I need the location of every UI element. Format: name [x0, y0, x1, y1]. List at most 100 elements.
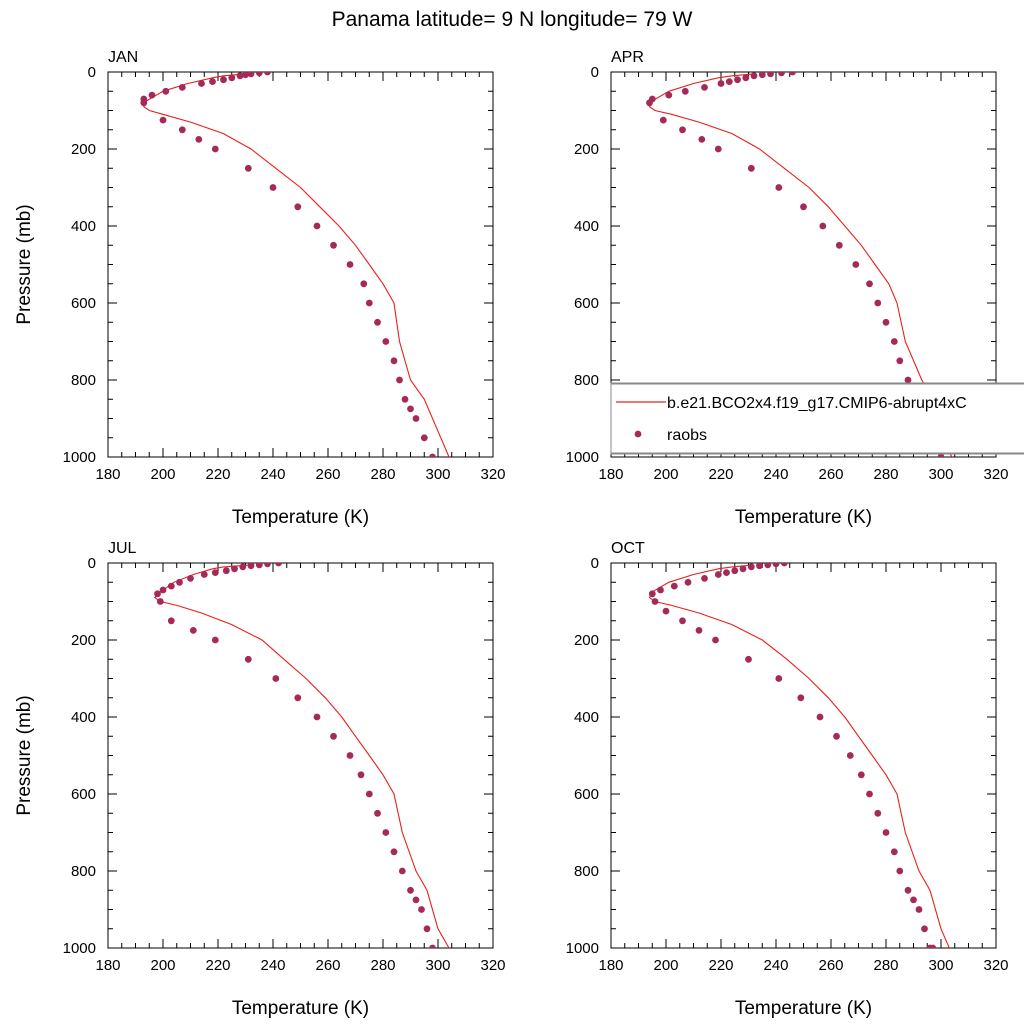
obs-point — [657, 586, 664, 594]
y-tick-label: 200 — [71, 141, 96, 158]
obs-point — [156, 598, 164, 605]
legend-label-obs: raobs — [667, 427, 707, 444]
x-tick-label: 280 — [873, 957, 898, 974]
x-axis-title: Temperature (K) — [232, 507, 369, 528]
plot-data — [140, 72, 450, 457]
panel-label: JAN — [108, 49, 138, 66]
y-tick-label: 600 — [574, 786, 599, 803]
obs-point — [269, 184, 277, 191]
y-tick-label: 200 — [574, 632, 599, 649]
obs-point — [396, 376, 403, 384]
obs-point — [866, 280, 873, 288]
obs-point — [910, 896, 917, 904]
x-tick-label: 220 — [708, 957, 733, 974]
obs-point — [178, 84, 186, 91]
obs-point — [717, 80, 725, 87]
obs-point — [401, 395, 409, 403]
obs-point — [679, 126, 686, 134]
obs-point — [874, 809, 882, 817]
obs-point — [739, 565, 747, 573]
obs-point — [734, 76, 741, 84]
obs-point — [159, 586, 167, 594]
x-tick-label: 200 — [653, 466, 678, 483]
x-tick-label: 280 — [370, 957, 395, 974]
obs-point — [330, 732, 337, 740]
y-tick-label: 800 — [71, 863, 96, 880]
x-tick-label: 260 — [315, 957, 340, 974]
obs-point — [346, 752, 354, 759]
obs-point — [701, 575, 708, 582]
y-tick-label: 800 — [71, 372, 96, 389]
obs-point — [747, 164, 755, 172]
obs-point — [896, 357, 904, 365]
obs-point — [236, 72, 244, 80]
y-tick-label: 800 — [574, 863, 599, 880]
obs-point — [857, 771, 865, 779]
model-line — [648, 564, 950, 948]
obs-point — [211, 569, 219, 576]
obs-point — [835, 241, 843, 249]
x-tick-label: 180 — [598, 957, 623, 974]
obs-point — [242, 72, 249, 79]
obs-point — [714, 145, 722, 153]
obs-point — [264, 72, 271, 76]
obs-point — [915, 906, 923, 913]
plot-frame — [107, 562, 494, 949]
obs-point — [418, 906, 425, 913]
obs-point — [874, 299, 882, 307]
x-axis-title: Temperature (K) — [735, 507, 872, 528]
x-tick-label: 180 — [598, 466, 623, 483]
panel-jul: JUL 180 200 220 240 260 280 300 320 0 200 400 600 800… — [14, 540, 506, 1019]
y-tick-label: 600 — [71, 786, 96, 803]
obs-point — [651, 598, 659, 605]
y-tick-label: 800 — [574, 372, 599, 389]
y-tick-label: 0 — [591, 64, 599, 81]
x-tick-label: 300 — [928, 466, 953, 483]
obs-point — [382, 829, 390, 836]
y-tick-label: 1000 — [566, 449, 599, 466]
panel-label: JUL — [108, 540, 137, 557]
x-tick-label: 200 — [150, 466, 175, 483]
obs-point — [698, 136, 706, 143]
obs-point — [758, 72, 766, 79]
obs-point — [896, 867, 904, 875]
figure-title: Panama latitude= 9 N longitude= 79 W — [332, 8, 693, 31]
x-tick-label: 220 — [205, 466, 230, 483]
plot-data — [646, 72, 953, 457]
obs-point — [819, 222, 827, 230]
obs-point — [264, 563, 271, 568]
obs-point — [712, 636, 719, 644]
x-tick-label: 180 — [95, 957, 120, 974]
y-axis-title: Pressure (mb) — [14, 695, 35, 815]
obs-point — [684, 578, 692, 586]
obs-point — [725, 78, 733, 85]
obs-point — [255, 563, 263, 569]
obs-point — [750, 72, 758, 80]
obs-point — [176, 578, 183, 586]
panel-apr: APR 180 200 220 240 260 280 300 320 0 200 400 600 800… — [566, 49, 1009, 528]
obs-point — [937, 453, 945, 457]
obs-point — [167, 582, 175, 590]
plot-data — [153, 563, 450, 948]
obs-point — [159, 116, 167, 124]
obs-point — [167, 617, 175, 625]
panel-label: OCT — [611, 540, 645, 557]
obs-point — [742, 74, 750, 82]
x-tick-label: 320 — [983, 466, 1008, 483]
plot-frame — [610, 562, 997, 949]
x-tick-label: 240 — [763, 466, 788, 483]
obs-point — [148, 91, 156, 99]
x-tick-label: 280 — [370, 466, 395, 483]
obs-point — [187, 575, 194, 582]
obs-point — [398, 867, 406, 875]
legend: b.e21.BCO2x4.f19_g17.CMIP6-abrupt4xCraob… — [610, 382, 1024, 455]
obs-point — [775, 675, 783, 682]
obs-point — [313, 222, 321, 230]
obs-point — [882, 318, 890, 326]
y-tick-label: 200 — [71, 632, 96, 649]
obs-point — [904, 886, 912, 894]
plot-frame — [107, 71, 494, 458]
obs-point — [714, 571, 722, 578]
obs-point — [890, 338, 898, 345]
obs-point — [220, 76, 227, 84]
